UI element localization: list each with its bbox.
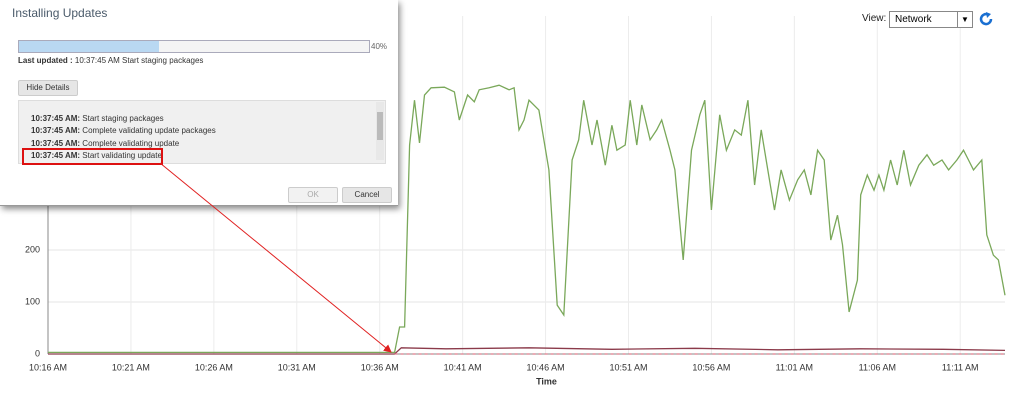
progress-bar (18, 40, 370, 53)
log-time: 10:37:45 AM: (31, 150, 81, 160)
x-tick-label: 10:36 AM (361, 362, 399, 372)
x-tick-label: 10:31 AM (278, 362, 316, 372)
scrollbar[interactable] (376, 102, 384, 160)
log-entry: 10:37:45 AM: Complete validating update … (31, 126, 216, 135)
last-updated: Last updated : 10:37:45 AM Start staging… (18, 56, 203, 65)
cancel-button[interactable]: Cancel (342, 187, 392, 203)
log-message: Start staging packages (82, 114, 164, 123)
x-tick-label: 10:21 AM (112, 362, 150, 372)
refresh-icon[interactable] (979, 11, 995, 27)
x-tick-label: 11:06 AM (859, 362, 896, 372)
highlight-box (22, 148, 163, 165)
log-message: Complete validating update (82, 138, 180, 148)
last-updated-text: 10:37:45 AM Start staging packages (74, 56, 204, 65)
series-line (48, 347, 1006, 355)
log-entry: 10:37:45 AM: Start staging packages (31, 114, 164, 123)
x-tick-label: 10:56 AM (692, 362, 730, 372)
x-tick-label: 10:41 AM (444, 362, 482, 372)
x-tick-label: 10:46 AM (527, 362, 565, 372)
x-axis-label: Time (536, 376, 557, 386)
x-tick-label: 10:26 AM (195, 362, 233, 372)
dialog: Installing Updates 40% Last updated : 10… (0, 0, 398, 206)
last-updated-label: Last updated : (18, 56, 73, 65)
x-tick-label: 10:16 AM (29, 362, 67, 372)
log-time: 10:37:45 AM: (31, 138, 81, 148)
log-entry: 10:37:45 AM: Complete validating update (31, 139, 179, 148)
hide-details-button[interactable]: Hide Details (18, 80, 78, 96)
log-message: Complete validating update packages (82, 126, 216, 136)
log-box: 10:37:45 AM: Start staging packages 10:37… (18, 100, 386, 164)
x-tick-label: 10:51 AM (609, 362, 647, 372)
progress-label: 40% (371, 42, 388, 51)
y-tick-label: 200 (25, 244, 40, 254)
log-message: Start validating update (82, 150, 162, 160)
ok-button[interactable]: OK (288, 187, 338, 203)
progress-fill (19, 41, 159, 52)
series-line (48, 84, 1006, 354)
view-value: Network (895, 14, 932, 25)
x-tick-label: 11:11 AM (942, 362, 979, 372)
log-entry: 10:37:45 AM: Start validating update (31, 151, 162, 160)
y-tick-label: 0 (35, 348, 40, 358)
y-tick-label: 100 (25, 296, 40, 306)
dropdown-arrow: ▼ (957, 12, 972, 27)
view-label: View: (862, 13, 887, 24)
log-time: 10:37:45 AM: (31, 126, 81, 136)
dialog-title: Installing Updates (12, 6, 108, 20)
log-time: 10:37:45 AM: (31, 114, 81, 123)
scroll-thumb[interactable] (377, 112, 383, 140)
x-tick-label: 11:01 AM (776, 362, 813, 372)
view-select[interactable]: Network ▼ (889, 11, 973, 28)
